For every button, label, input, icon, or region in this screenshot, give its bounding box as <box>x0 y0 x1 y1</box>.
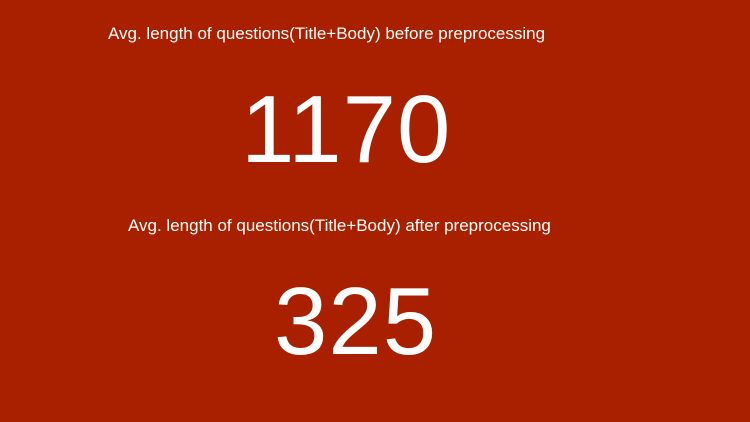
before-preprocessing-value: 1170 <box>241 76 452 183</box>
after-preprocessing-label: Avg. length of questions(Title+Body) aft… <box>128 216 551 235</box>
before-preprocessing-label: Avg. length of questions(Title+Body) bef… <box>108 24 546 43</box>
after-preprocessing-value: 325 <box>274 268 438 375</box>
